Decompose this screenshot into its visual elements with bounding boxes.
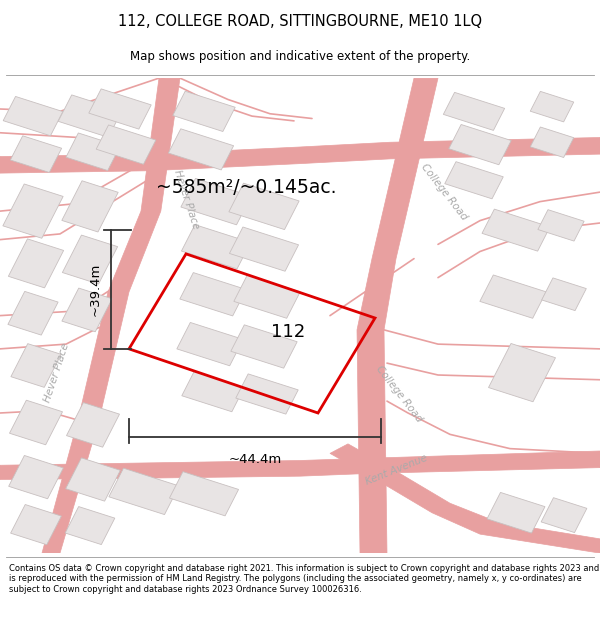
Text: ~39.4m: ~39.4m bbox=[89, 262, 102, 316]
Polygon shape bbox=[357, 78, 438, 553]
Polygon shape bbox=[530, 91, 574, 122]
Polygon shape bbox=[234, 275, 300, 318]
Polygon shape bbox=[62, 181, 118, 232]
Polygon shape bbox=[8, 239, 64, 288]
Polygon shape bbox=[8, 456, 64, 499]
Polygon shape bbox=[0, 451, 600, 479]
Polygon shape bbox=[173, 91, 235, 131]
Text: College Road: College Road bbox=[374, 364, 424, 424]
Polygon shape bbox=[231, 325, 297, 368]
Polygon shape bbox=[11, 504, 61, 545]
Polygon shape bbox=[181, 178, 251, 225]
Polygon shape bbox=[42, 78, 180, 553]
Polygon shape bbox=[538, 209, 584, 241]
Polygon shape bbox=[488, 344, 556, 402]
Polygon shape bbox=[11, 344, 61, 388]
Polygon shape bbox=[180, 272, 246, 316]
Polygon shape bbox=[177, 322, 243, 366]
Text: Hever Place: Hever Place bbox=[172, 168, 200, 230]
Polygon shape bbox=[67, 402, 119, 447]
Polygon shape bbox=[58, 95, 122, 138]
Polygon shape bbox=[229, 183, 299, 229]
Polygon shape bbox=[65, 507, 115, 544]
Polygon shape bbox=[109, 468, 179, 514]
Polygon shape bbox=[62, 288, 112, 332]
Polygon shape bbox=[169, 472, 239, 516]
Text: 112: 112 bbox=[271, 323, 305, 341]
Polygon shape bbox=[487, 492, 545, 533]
Text: Kent Avenue: Kent Avenue bbox=[364, 453, 428, 487]
Polygon shape bbox=[10, 136, 62, 172]
Polygon shape bbox=[3, 96, 63, 136]
Polygon shape bbox=[480, 275, 546, 318]
Polygon shape bbox=[330, 444, 600, 553]
Polygon shape bbox=[8, 291, 58, 335]
Polygon shape bbox=[181, 224, 251, 269]
Polygon shape bbox=[10, 400, 62, 445]
Polygon shape bbox=[449, 124, 511, 165]
Polygon shape bbox=[443, 92, 505, 131]
Text: College Road: College Road bbox=[419, 162, 469, 222]
Polygon shape bbox=[530, 127, 574, 158]
Text: ~585m²/~0.145ac.: ~585m²/~0.145ac. bbox=[156, 178, 337, 197]
Polygon shape bbox=[89, 89, 151, 129]
Polygon shape bbox=[482, 209, 550, 251]
Polygon shape bbox=[3, 184, 63, 238]
Polygon shape bbox=[542, 278, 586, 311]
Polygon shape bbox=[62, 235, 118, 284]
Polygon shape bbox=[229, 227, 299, 271]
Text: ~44.4m: ~44.4m bbox=[229, 453, 281, 466]
Polygon shape bbox=[236, 374, 298, 414]
Polygon shape bbox=[445, 162, 503, 199]
Polygon shape bbox=[66, 133, 120, 171]
Text: Map shows position and indicative extent of the property.: Map shows position and indicative extent… bbox=[130, 50, 470, 62]
Polygon shape bbox=[541, 498, 587, 532]
Polygon shape bbox=[0, 138, 600, 173]
Text: Hever Place: Hever Place bbox=[43, 342, 71, 404]
Text: Contains OS data © Crown copyright and database right 2021. This information is : Contains OS data © Crown copyright and d… bbox=[9, 564, 599, 594]
Polygon shape bbox=[96, 125, 156, 164]
Polygon shape bbox=[65, 458, 121, 501]
Text: 112, COLLEGE ROAD, SITTINGBOURNE, ME10 1LQ: 112, COLLEGE ROAD, SITTINGBOURNE, ME10 1… bbox=[118, 14, 482, 29]
Polygon shape bbox=[182, 371, 244, 412]
Polygon shape bbox=[169, 129, 233, 170]
